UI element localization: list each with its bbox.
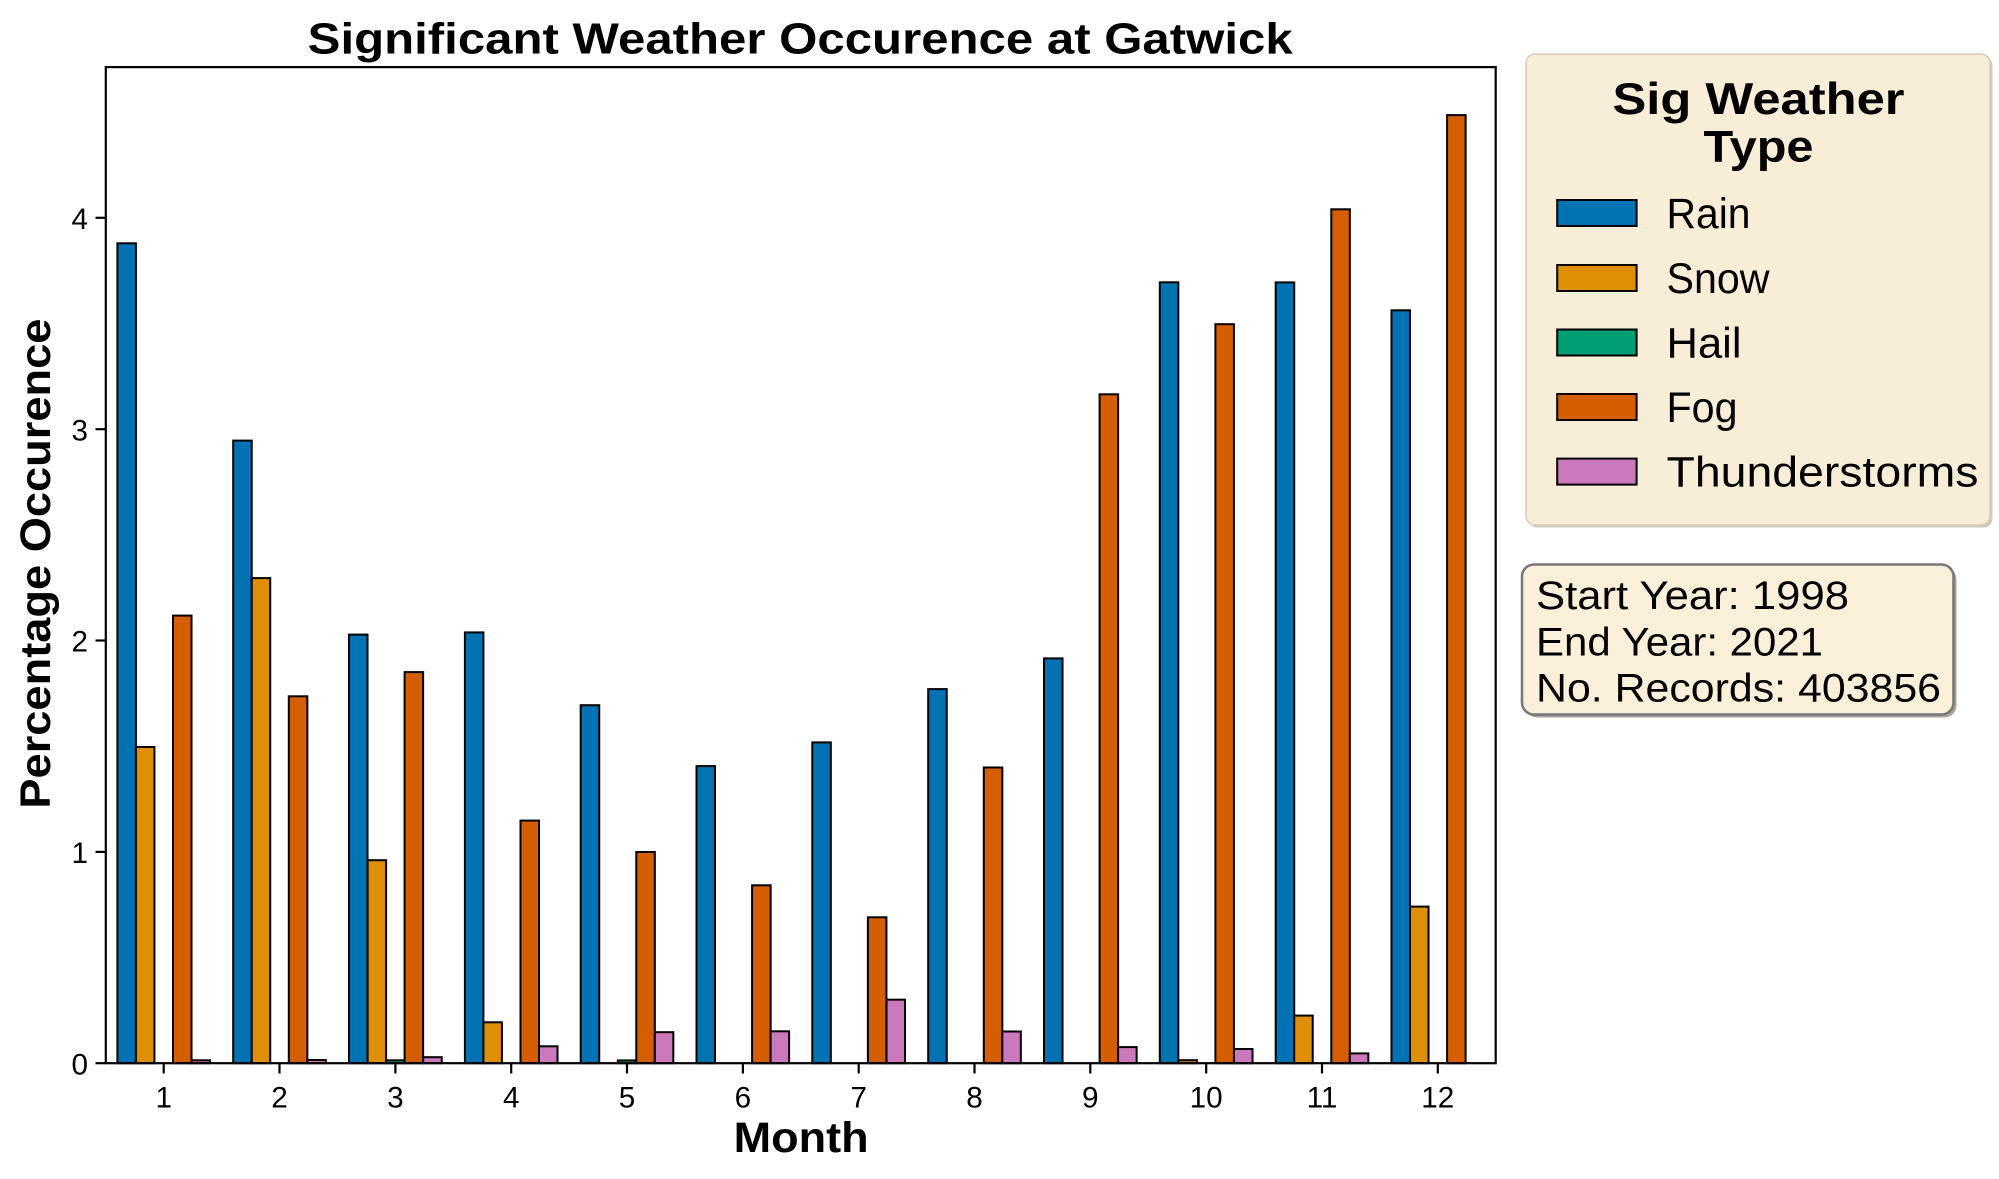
svg-text:Start Year: 1998: Start Year: 1998 <box>1536 573 1849 618</box>
svg-text:12: 12 <box>1421 1081 1454 1114</box>
svg-text:Hail: Hail <box>1667 320 1742 367</box>
svg-text:End Year: 2021: End Year: 2021 <box>1536 619 1823 664</box>
svg-text:0: 0 <box>71 1048 88 1081</box>
svg-text:Fog: Fog <box>1667 384 1738 431</box>
svg-text:2: 2 <box>271 1081 288 1114</box>
svg-text:10: 10 <box>1190 1081 1223 1114</box>
svg-text:No. Records: 403856: No. Records: 403856 <box>1536 666 1941 711</box>
svg-text:1: 1 <box>155 1081 172 1114</box>
svg-text:Type: Type <box>1704 122 1814 171</box>
svg-text:3: 3 <box>387 1081 404 1114</box>
svg-text:9: 9 <box>1082 1081 1099 1114</box>
svg-text:Snow: Snow <box>1667 255 1770 302</box>
svg-text:Significant Weather Occurence: Significant Weather Occurence at Gatwick <box>308 15 1294 64</box>
svg-text:11: 11 <box>1307 1081 1338 1114</box>
svg-text:Sig Weather: Sig Weather <box>1613 75 1905 124</box>
svg-text:4: 4 <box>503 1081 520 1114</box>
svg-text:7: 7 <box>850 1081 867 1114</box>
svg-text:5: 5 <box>619 1081 636 1114</box>
svg-text:Thunderstorms: Thunderstorms <box>1667 449 1979 496</box>
svg-text:Rain: Rain <box>1667 190 1751 237</box>
svg-text:1: 1 <box>71 837 88 870</box>
svg-text:6: 6 <box>735 1081 752 1114</box>
svg-text:4: 4 <box>71 203 88 236</box>
svg-text:2: 2 <box>71 626 88 659</box>
svg-text:Month: Month <box>734 1114 869 1161</box>
svg-text:3: 3 <box>71 414 88 447</box>
svg-text:8: 8 <box>966 1081 983 1114</box>
svg-text:Percentage Occurence: Percentage Occurence <box>12 319 59 809</box>
